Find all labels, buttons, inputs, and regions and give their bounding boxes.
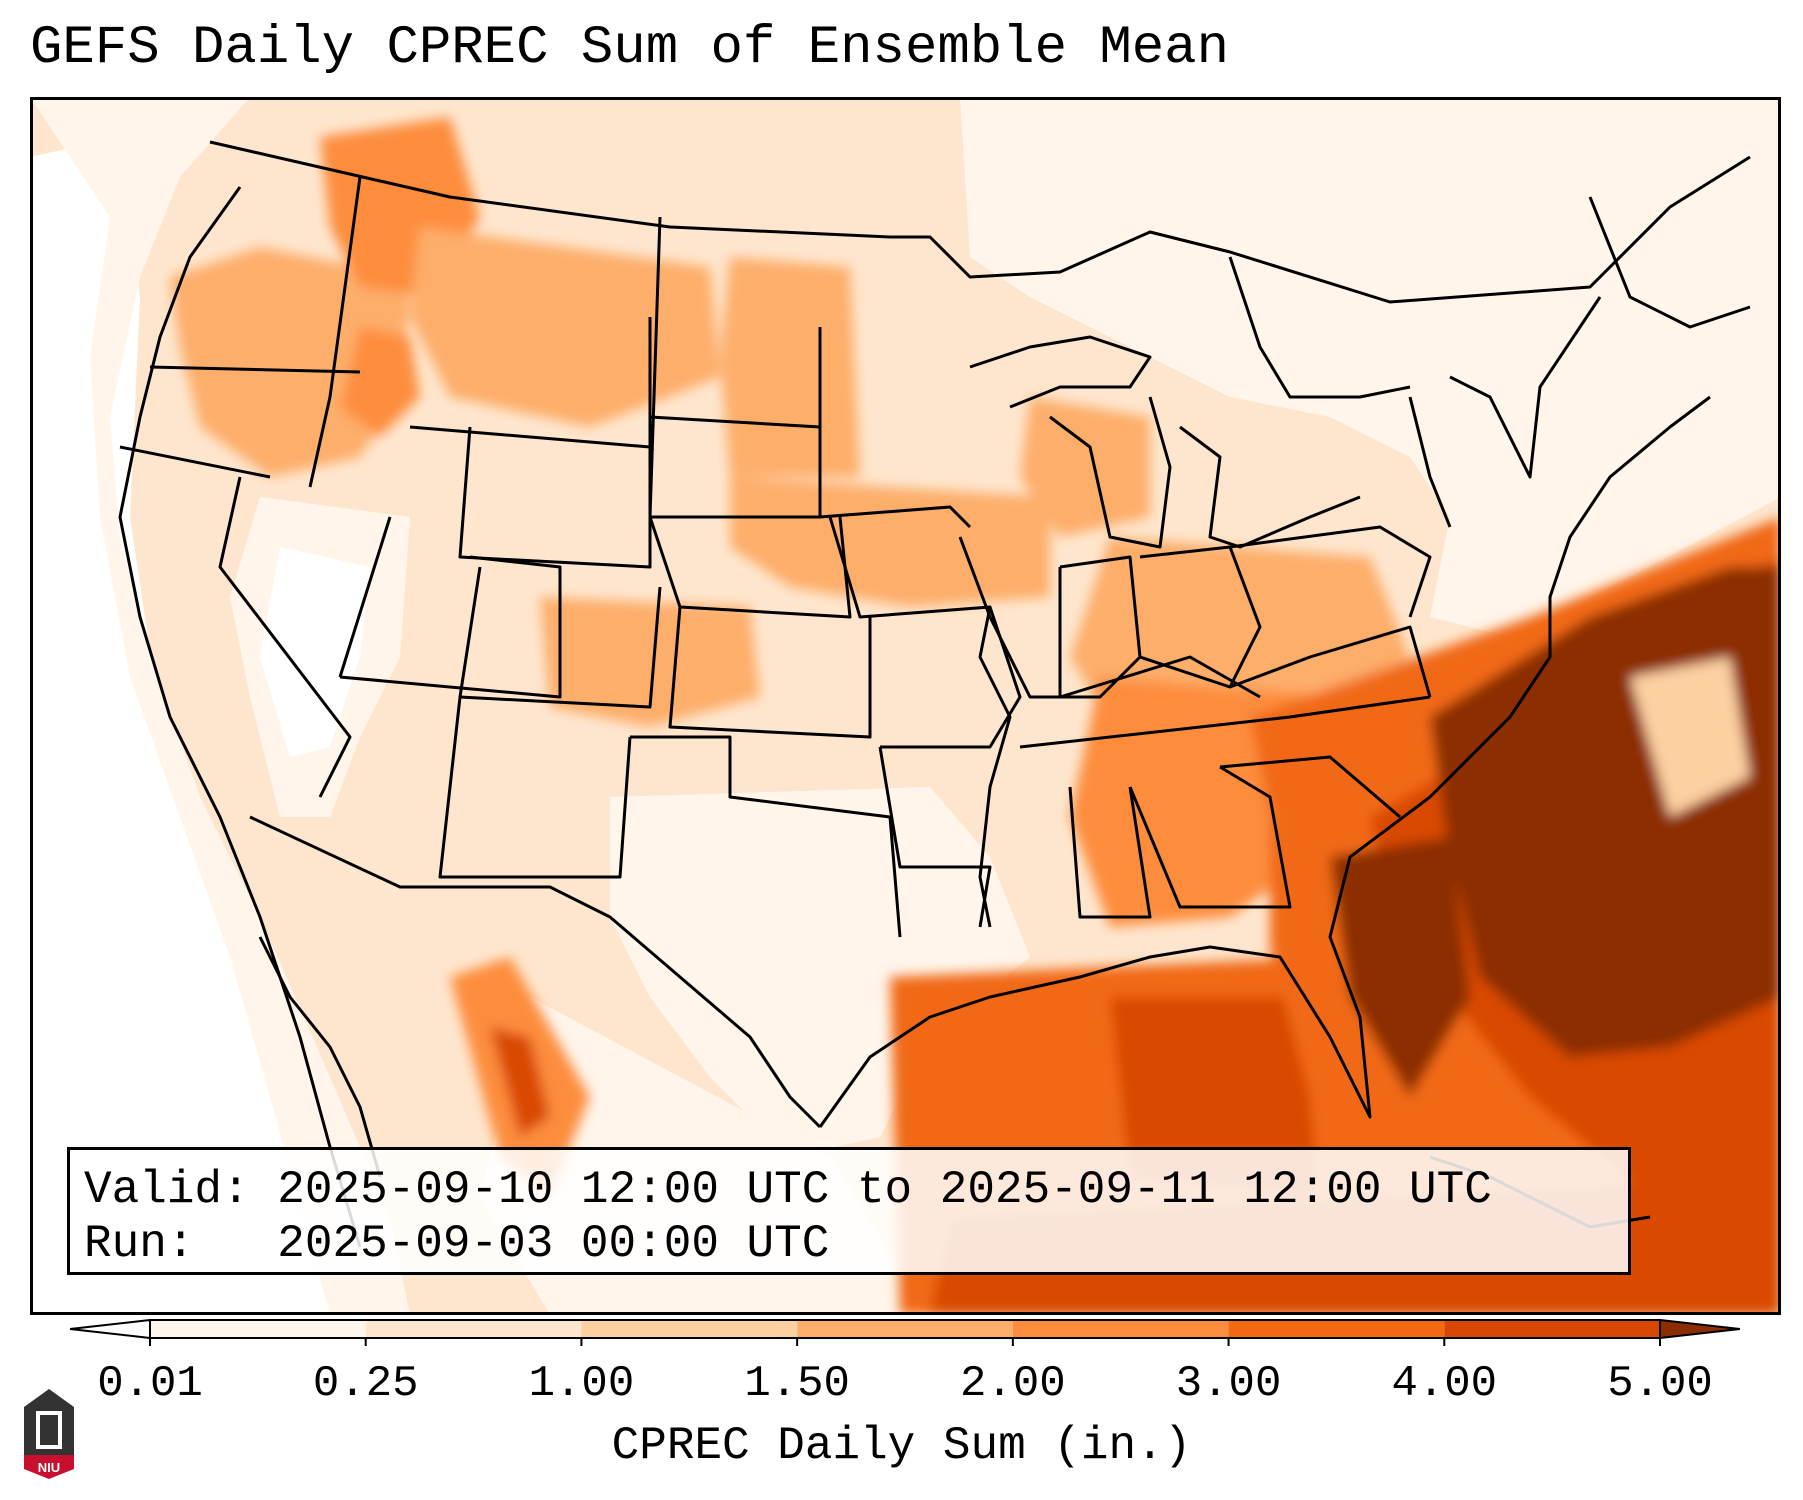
colorbar-segment — [365, 1320, 582, 1338]
validity-info-box: Valid: 2025-09-10 12:00 UTC to 2025-09-1… — [67, 1147, 1631, 1275]
border-pa-ny — [1229, 525, 1432, 618]
border-alabama-georgia — [1128, 765, 1292, 909]
border-arizona-nm — [438, 696, 632, 879]
border-nevada — [218, 476, 352, 798]
border-minnesota-iowa — [818, 327, 972, 529]
colorbar-segment — [150, 1320, 366, 1338]
border-virginia — [1229, 625, 1432, 698]
colorbar-under-arrow — [70, 1318, 151, 1340]
colorbar-frame — [149, 1319, 1661, 1339]
colorbar-segment — [1444, 1320, 1660, 1338]
border-new-england — [1449, 296, 1602, 479]
valid-label: Valid: — [84, 1164, 250, 1216]
colorbar-tick-label: 3.00 — [1176, 1359, 1282, 1409]
precip-pacific-nw — [170, 247, 410, 477]
border-colorado — [458, 566, 662, 709]
colorbar: 0.01 0.25 1.00 1.50 2.00 3.00 4.00 5.00 — [70, 1318, 1740, 1409]
border-baja — [258, 936, 382, 1178]
border-illinois — [958, 536, 1062, 699]
colorbar-tick-label: 0.25 — [313, 1359, 419, 1409]
border-quebec — [1588, 196, 1751, 329]
logo-shield-base — [24, 1455, 74, 1479]
map-frame — [30, 97, 1781, 1315]
colorbar-over-arrow — [1659, 1318, 1740, 1340]
border-canada-us — [209, 140, 1751, 304]
border-idaho-east — [308, 176, 362, 488]
border-utah-nevada — [338, 516, 392, 678]
precip-trace-north — [960, 97, 1781, 637]
precip-colorado — [540, 597, 760, 727]
precip-trace-texas — [610, 787, 1030, 1157]
border-ohio-pa — [1139, 545, 1262, 689]
precip-dakotas — [720, 257, 860, 477]
border-mississippi-river — [978, 606, 1012, 928]
colorbar-tick-label: 5.00 — [1607, 1359, 1713, 1409]
logo-text: NIU — [38, 1460, 60, 1475]
border-ontario-north — [1228, 256, 1411, 399]
colorbar-segment — [581, 1320, 798, 1338]
colorbar-segment — [1228, 1320, 1445, 1338]
border-texas-panhandle — [630, 735, 902, 938]
precip-sierra-madre-core — [490, 1027, 550, 1137]
colorbar-tick-label: 1.50 — [744, 1359, 850, 1409]
colorbar-segment — [797, 1320, 1013, 1338]
page-title: GEFS Daily CPREC Sum of Ensemble Mean — [30, 18, 1229, 79]
precip-idaho-core — [340, 327, 420, 437]
border-carolinas — [1219, 755, 1401, 819]
border-michigan — [1049, 396, 1172, 549]
colorbar-label: CPREC Daily Sum (in.) — [611, 1420, 1192, 1472]
precip-wisconsin — [1020, 397, 1150, 537]
coastline-gulf — [818, 395, 1711, 1128]
niu-logo: NIU — [24, 1389, 74, 1479]
border-lake-superior — [969, 335, 1152, 409]
border-oregon-california — [119, 445, 271, 479]
border-dakota-split — [649, 415, 821, 429]
border-mississippi-alabama — [1068, 786, 1152, 919]
border-us-mexico — [249, 815, 822, 1129]
precip-nebraska-iowa — [730, 477, 1050, 607]
precip-georgia-max — [1330, 837, 1470, 1097]
colorbar-tick-label: 2.00 — [960, 1359, 1066, 1409]
coastline-west — [118, 186, 362, 1248]
border-lake-huron-erie — [1179, 425, 1361, 549]
border-ny-new-england — [1408, 396, 1452, 528]
precipitation-map — [30, 97, 1781, 1315]
colorbar-tick-label: 0.01 — [97, 1359, 203, 1409]
run-label: Run: — [84, 1218, 195, 1270]
border-iowa-missouri — [828, 516, 1022, 749]
border-tennessee — [1019, 695, 1431, 749]
colorbar-tick-label: 1.00 — [529, 1359, 635, 1409]
run-time: 2025-09-03 00:00 UTC — [277, 1218, 830, 1270]
colorbar-tick-label: 4.00 — [1391, 1359, 1497, 1409]
border-washington-oregon — [149, 365, 361, 374]
logo-tower-inner — [40, 1415, 58, 1445]
precip-montana — [410, 227, 720, 427]
precip-atlantic-patch — [1630, 657, 1750, 817]
colorbar-segment — [1012, 1320, 1229, 1338]
border-kansas-oklahoma — [668, 606, 872, 739]
border-utah-colorado — [339, 555, 562, 699]
precip-none-great-basin — [260, 547, 370, 757]
valid-time-range: 2025-09-10 12:00 UTC to 2025-09-11 12:00… — [277, 1164, 1492, 1216]
